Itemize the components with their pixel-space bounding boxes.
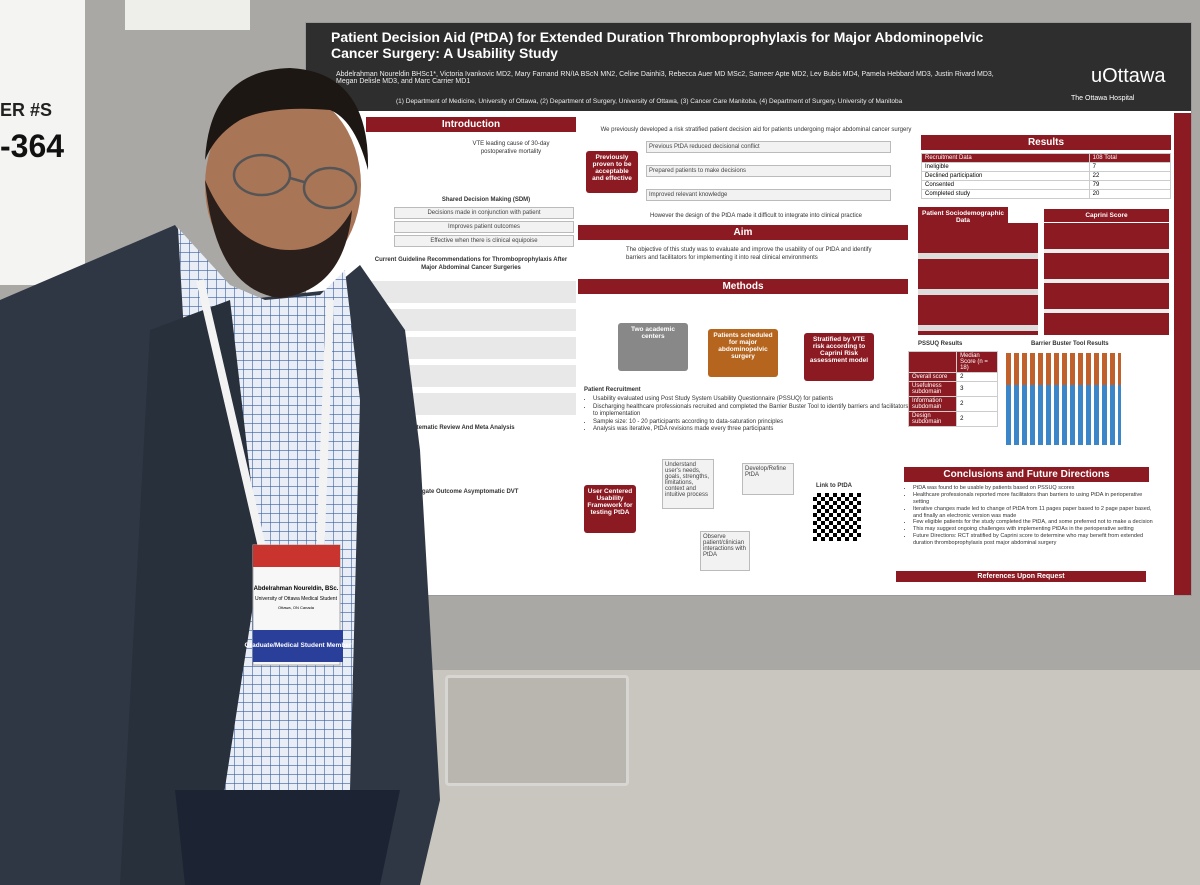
lanyard [196, 279, 334, 561]
bullet: Future Directions: RCT stratified by Cap… [913, 533, 1158, 547]
text: Surrogate Outcome Asymptomatic DVT [406, 489, 519, 495]
bullet: Usability evaluated using Post Study Sys… [593, 396, 913, 404]
text: We previously developed a risk stratifie… [600, 127, 912, 133]
hair [205, 68, 369, 170]
list-item: Improves patient outcomes [394, 221, 574, 233]
trousers [175, 790, 400, 885]
bullet: Discharging healthcare professionals rec… [593, 404, 913, 419]
cell: Design subdomain [907, 411, 958, 427]
section-heading: Methods [578, 279, 908, 294]
badge-city: Ottawa, ON Canada [278, 605, 315, 610]
poster-affiliations: (1) Department of Medicine, University o… [396, 98, 903, 105]
text: VTE leading cause of 30-day postoperativ… [472, 141, 550, 155]
section-heading: Aim [578, 225, 908, 240]
floor-plate [445, 675, 629, 786]
side-strip [1174, 113, 1191, 595]
list-item: Prepared patients to make decisions [646, 165, 891, 177]
text: Patient Recruitment [584, 387, 641, 393]
text: Barrier Buster Tool Results [1031, 341, 1109, 347]
method-box: Patients scheduled for major abdominopel… [708, 329, 778, 377]
bullet: Few eligible patients for the study comp… [913, 519, 1158, 526]
bullet: PtDA was found to be usable by patients … [913, 485, 1158, 492]
method-box: Two academic centers [618, 323, 688, 371]
cycle-step: Understand user's needs, goals, strength… [662, 459, 714, 509]
text: Systematic Review And Meta Analysis [406, 425, 515, 431]
bullet: Iterative changes made led to change of … [913, 506, 1158, 520]
cell: Information subdomain [907, 396, 958, 412]
sign: ER #S -364 [0, 0, 85, 285]
cycle-step: Observe patient/clinician interactions w… [700, 531, 750, 571]
text: Shared Decision Making (SDM) [441, 197, 531, 203]
sign-label: ER #S [0, 100, 53, 120]
section-heading: Results [921, 135, 1171, 150]
lapel [120, 300, 260, 885]
bar-chart-image [1006, 353, 1121, 445]
text: Link to PtDA [816, 483, 852, 489]
list-item: Improved relevant knowledge [646, 189, 891, 201]
method-box: Stratified by VTE risk according to Capr… [804, 333, 874, 381]
poster-header: Patient Decision Aid (PtDA) for Extended… [306, 23, 1191, 111]
recruitment-table: Recruitment Data 108 Total Ineligible 7 De… [921, 153, 1172, 199]
section-heading: Introduction [366, 117, 576, 132]
bullet-list: PtDA was found to be usable by patients … [904, 485, 1158, 547]
callout: User Centered Usability Framework for te… [584, 485, 636, 533]
bullet: Sample size: 10 - 20 participants accord… [593, 419, 913, 427]
poster: Patient Decision Aid (PtDA) for Extended… [305, 22, 1192, 596]
demographics-table [918, 223, 1038, 335]
note-card [125, 0, 250, 30]
table-heading: Patient Sociodemographic Data [918, 207, 1008, 227]
face [205, 89, 361, 281]
references: References Upon Request [896, 571, 1146, 582]
bullet-list: Usability evaluated using Post Study Sys… [584, 396, 913, 434]
section-heading: Conclusions and Future Directions [904, 467, 1149, 482]
list-item: Effective when there is clinical equipoi… [394, 235, 574, 247]
list-item: Decisions made in conjunction with patie… [394, 207, 574, 219]
caprini-table [1044, 223, 1169, 335]
callout: Previously proven to be acceptable and e… [586, 151, 638, 193]
poster-title: Patient Decision Aid (PtDA) for Extended… [331, 29, 984, 61]
hospital: The Ottawa Hospital [1071, 95, 1135, 102]
badge-band [253, 545, 340, 567]
cycle-step: Develop/Refine PtDA [742, 463, 794, 495]
text: Current Guideline Recommendations for Th… [374, 257, 568, 271]
beard [205, 180, 352, 298]
bullet: Healthcare professionals reported more f… [913, 492, 1158, 506]
badge-member-band [253, 630, 343, 662]
sign-number: -364 [0, 128, 65, 164]
badge-name: Abdelrahman Noureldin, BSc. [254, 586, 339, 592]
bullet: Analysis was iterative, PtDA revisions m… [593, 426, 913, 434]
text: However the design of the PtDA made it d… [649, 213, 862, 219]
cell: 2 [956, 411, 998, 427]
badge-org: University of Ottawa Medical Student [255, 596, 338, 602]
text: PSSUQ Results [918, 341, 963, 347]
list-item: Previous PtDA reduced decisional conflic… [646, 141, 891, 153]
bullet: This may suggest ongoing challenges with… [913, 526, 1158, 533]
cell: Usefulness subdomain [907, 381, 958, 397]
logo: uOttawa [1091, 65, 1166, 87]
qr-code [813, 493, 861, 541]
badge-member: Graduate/Medical Student Member [245, 642, 352, 649]
cell: 20 [1088, 189, 1172, 199]
pssuq-table: Median Score (n = 18) Overall score 2 Use… [907, 351, 998, 427]
glasses [232, 153, 358, 210]
text: The objective of this study was to evalu… [626, 247, 872, 261]
poster-authors: Abdelrahman Noureldin BHSc1*, Victoria I… [336, 71, 994, 85]
table-heading: Caprini Score [1044, 209, 1169, 222]
